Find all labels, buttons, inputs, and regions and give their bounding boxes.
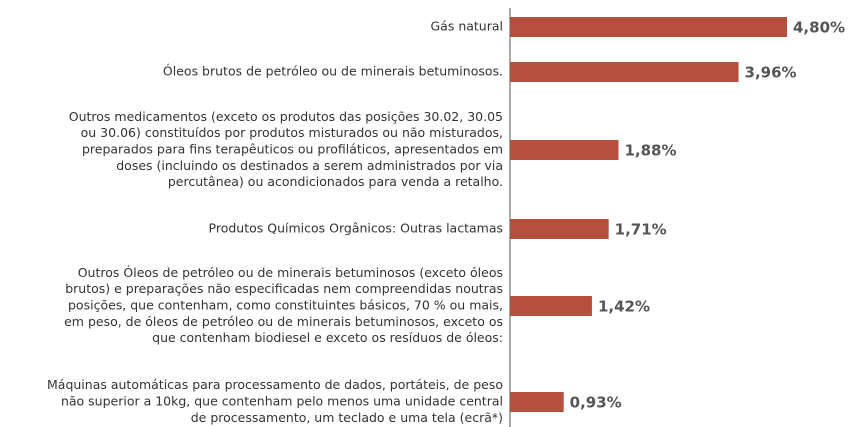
category-label: Outros medicamentos (exceto os produtos …: [69, 109, 503, 124]
category-label: percutânea) ou acondicionados para venda…: [168, 174, 503, 189]
category-label: Máquinas automáticas para processamento …: [47, 377, 503, 392]
bar: [510, 17, 787, 37]
value-label: 1,42%: [598, 298, 650, 316]
bar: [510, 392, 564, 412]
category-label: Produtos Químicos Orgânicos: Outras lact…: [209, 221, 503, 236]
value-label: 1,88%: [624, 142, 676, 160]
bar: [510, 140, 619, 160]
category-label: brutos) e preparações não especificadas …: [65, 281, 503, 296]
bar: [510, 296, 592, 316]
bar: [510, 219, 609, 239]
value-label: 4,80%: [793, 19, 845, 37]
value-label: 1,71%: [615, 221, 667, 239]
category-label: em peso, de óleos de petróleo ou de mine…: [64, 314, 503, 329]
bar: [510, 62, 739, 82]
category-label: ou 30.06) constituídos por produtos mist…: [81, 125, 503, 140]
category-label: não superior a 10kg, que contenham pelo …: [61, 394, 503, 409]
category-label: Outros Óleos de petróleo ou de minerais …: [78, 265, 503, 280]
category-label: Óleos brutos de petróleo ou de minerais …: [163, 64, 503, 79]
category-label: preparados para fins terapêuticos ou pro…: [82, 142, 503, 157]
category-label: Gás natural: [430, 19, 503, 34]
value-label: 3,96%: [745, 64, 797, 82]
value-label: 0,93%: [570, 394, 622, 412]
category-label: doses (incluindo os destinados a serem a…: [116, 158, 503, 173]
category-label: de processamento, um teclado e uma tela …: [191, 410, 503, 425]
category-label: posições, que contenham, como constituin…: [68, 298, 503, 313]
category-label: que contenham biodiesel e exceto os resí…: [152, 330, 503, 345]
